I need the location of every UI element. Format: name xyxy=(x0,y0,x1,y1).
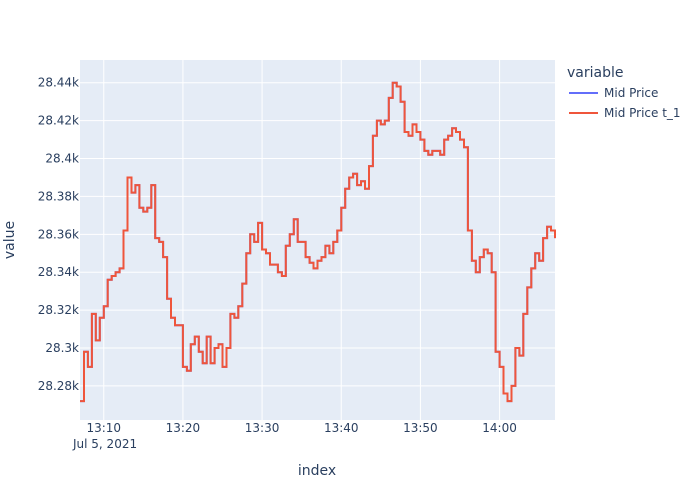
y-tick-label: 28.42k xyxy=(38,114,79,128)
legend-item-mid-price-t1[interactable]: Mid Price t_1 xyxy=(569,106,681,120)
y-tick-label: 28.34k xyxy=(38,265,79,279)
y-tick-label: 28.28k xyxy=(38,379,79,393)
series-line-mid-price-t1 xyxy=(80,81,556,403)
x-tick-label: 13:20 xyxy=(166,421,201,435)
x-tick-label: 13:30 xyxy=(245,421,280,435)
x-tick-label: 13:50 xyxy=(403,421,438,435)
y-tick-label: 28.44k xyxy=(38,76,79,90)
y-tick-label: 28.32k xyxy=(38,303,79,317)
legend: variable Mid Price Mid Price t_1 xyxy=(567,65,681,120)
series-layer xyxy=(80,81,556,403)
plot-background xyxy=(80,60,555,420)
y-tick-label: 28.38k xyxy=(38,189,79,203)
x-date-label: Jul 5, 2021 xyxy=(72,437,137,451)
x-tick-labels: 13:10 13:20 13:30 13:40 13:50 14:00 xyxy=(86,421,516,435)
y-axis-title: value xyxy=(2,221,18,259)
x-tick-label: 14:00 xyxy=(482,421,517,435)
legend-label-mid-price: Mid Price xyxy=(604,86,658,100)
legend-label-mid-price-t1: Mid Price t_1 xyxy=(604,106,681,120)
legend-title: variable xyxy=(567,65,623,81)
legend-item-mid-price[interactable]: Mid Price xyxy=(569,86,658,100)
y-tick-labels: 28.28k 28.3k 28.32k 28.34k 28.36k 28.38k 28.4k… xyxy=(38,76,79,393)
x-tick-label: 13:40 xyxy=(324,421,359,435)
x-axis-title: index xyxy=(298,463,336,479)
y-tick-label: 28.3k xyxy=(45,341,79,355)
y-tick-label: 28.4k xyxy=(45,152,79,166)
y-tick-label: 28.36k xyxy=(38,227,79,241)
x-tick-label: 13:10 xyxy=(86,421,121,435)
